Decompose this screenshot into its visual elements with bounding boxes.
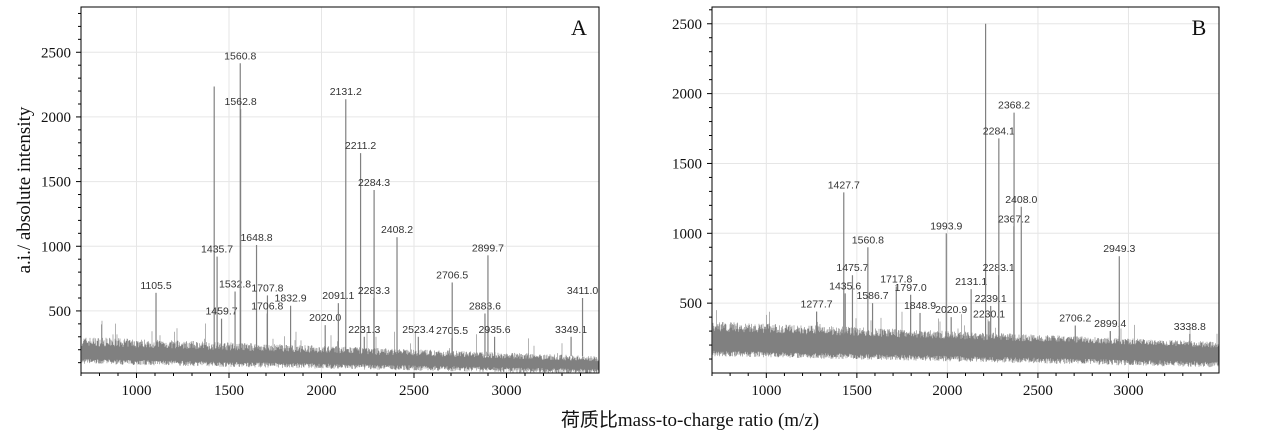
peak-label: 2899.7 xyxy=(472,242,504,254)
peak-label: 2091.1 xyxy=(322,290,354,302)
peak-label: 1475.7 xyxy=(836,262,868,274)
peak-label: 2131.1 xyxy=(955,276,987,288)
peak-label: 1105.5 xyxy=(140,280,171,292)
peak-label: 1832.9 xyxy=(275,293,307,305)
peak-label: 2230.1 xyxy=(973,308,1005,320)
y-tick-label: 500 xyxy=(49,304,72,320)
peak-label: 1586.7 xyxy=(856,290,888,302)
panel-label: A xyxy=(571,15,587,40)
peak-label: 2523.4 xyxy=(402,324,434,336)
plot-frame xyxy=(711,6,1220,374)
x-tick-label: 1000 xyxy=(122,383,152,399)
peak-label: 3349.1 xyxy=(555,324,587,336)
x-axis-label: 荷质比mass-to-charge ratio (m/z) xyxy=(561,409,819,431)
peak-label: 3411.0 xyxy=(567,285,598,297)
peak-label: 1560.8 xyxy=(224,50,256,62)
y-tick-label: 500 xyxy=(680,296,703,312)
peak-label: 1848.9 xyxy=(904,300,936,312)
peak-label: 2020.0 xyxy=(309,312,341,324)
y-tick-label: 2000 xyxy=(41,110,71,126)
y-tick-label: 2500 xyxy=(672,17,702,33)
peak-label: 1560.8 xyxy=(852,234,884,246)
peak-label: 1797.0 xyxy=(895,282,927,294)
peak-label: 1427.7 xyxy=(828,179,860,191)
x-tick-label: 2000 xyxy=(307,383,337,399)
peak-label: 2231.3 xyxy=(348,324,380,336)
peak-label: 1717.8 xyxy=(880,273,912,285)
peak-label: 2408.0 xyxy=(1005,194,1037,206)
x-tick-label: 2500 xyxy=(399,383,429,399)
peak-label: 1435.7 xyxy=(201,244,233,256)
peak-label: 1532.8 xyxy=(219,279,251,291)
peak-label: 1459.7 xyxy=(205,306,237,318)
x-tick-label: 1500 xyxy=(214,383,244,399)
peak-label: 1707.8 xyxy=(251,282,283,294)
peak-label: 2131.2 xyxy=(330,86,362,98)
y-tick-label: 1000 xyxy=(672,226,702,242)
x-tick-label: 3000 xyxy=(492,383,522,399)
y-tick-label: 1000 xyxy=(41,239,71,255)
spectrum-panel-a: 1000 1500 2000 2500 3000 500 1000 1500 2000 2500 1… xyxy=(41,6,600,399)
peak-label: 2706.5 xyxy=(436,269,468,281)
peak-label: 1277.7 xyxy=(801,299,833,311)
peak-label: 2211.2 xyxy=(345,140,376,152)
noise-trace xyxy=(81,320,599,373)
y-tick-label: 2000 xyxy=(672,87,702,103)
peak-label: 2020.9 xyxy=(935,304,967,316)
peak-label: 2368.2 xyxy=(998,100,1030,112)
noise-trace xyxy=(712,310,1219,368)
y-tick-label: 2500 xyxy=(41,45,71,61)
peak-label: 2284.3 xyxy=(358,177,390,189)
x-tick-label: 3000 xyxy=(1113,383,1143,399)
plot-frame xyxy=(80,6,600,374)
peak-label: 2239.1 xyxy=(975,293,1007,305)
x-tick-label: 1500 xyxy=(842,383,872,399)
y-tick-label: 1500 xyxy=(672,156,702,172)
peak-label: 2899.4 xyxy=(1094,318,1126,330)
peak-label: 2408.2 xyxy=(381,224,413,236)
peak-label: 1648.8 xyxy=(240,232,272,244)
peak-label: 2949.3 xyxy=(1103,243,1135,255)
x-tick-label: 1000 xyxy=(751,383,781,399)
peak-label: 3338.8 xyxy=(1174,321,1206,333)
peak-label: 2935.6 xyxy=(479,324,511,336)
peak-label: 1993.9 xyxy=(930,220,962,232)
y-axis-label: a.i./ absolute intensity xyxy=(14,106,35,273)
peak-label: 2284.1 xyxy=(983,125,1015,137)
peak-label: 1435.6 xyxy=(829,280,861,292)
peak-label: 1562.8 xyxy=(225,96,257,108)
x-tick-label: 2500 xyxy=(1023,383,1053,399)
peak-label: 2706.2 xyxy=(1059,313,1091,325)
y-tick-label: 1500 xyxy=(41,175,71,191)
peak-label: 2883.6 xyxy=(469,301,501,313)
panel-label: B xyxy=(1192,15,1207,40)
spectrum-panel-b: 1000 1500 2000 2500 3000 500 1000 1500 2000 2500 1… xyxy=(672,6,1220,399)
peak-label: 1706.8 xyxy=(251,301,283,313)
x-tick-label: 2000 xyxy=(932,383,962,399)
